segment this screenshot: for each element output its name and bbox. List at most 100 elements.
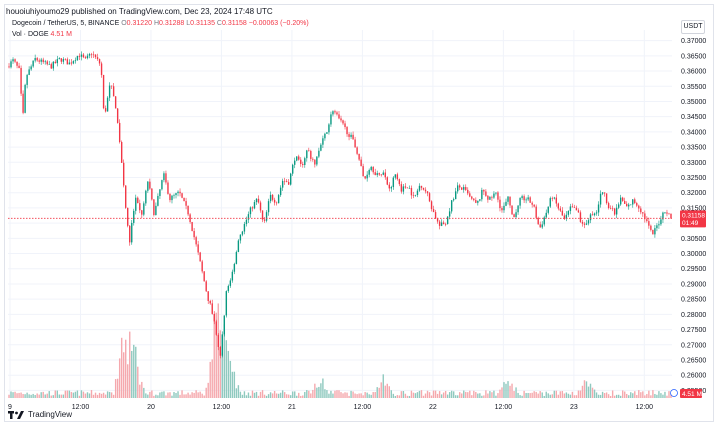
time-axis[interactable]: 9 12:00 20 12:00 21 12:00 22 12:00 23 12:00 — [8, 404, 653, 411]
volume-bar — [183, 394, 185, 398]
candle-body — [330, 114, 332, 125]
price-tick-label: 0.26500 — [681, 357, 706, 364]
footer: TradingView — [8, 410, 72, 419]
volume-bar — [463, 390, 465, 398]
candle-body — [571, 206, 574, 208]
volume-bar — [366, 392, 368, 398]
candle-body — [416, 190, 419, 196]
currency-badge[interactable]: USDT — [681, 20, 705, 34]
candle-body — [255, 198, 258, 203]
candle-body — [36, 58, 38, 61]
candle-body — [593, 213, 596, 216]
volume-bar — [243, 391, 246, 398]
candle-body — [169, 193, 171, 201]
candle-body — [454, 191, 457, 200]
volume-bar — [601, 391, 604, 398]
volume-bar — [630, 392, 632, 398]
candle-body — [424, 189, 427, 192]
volume-bar — [161, 391, 163, 398]
candle-body — [205, 281, 207, 292]
candle-body — [632, 199, 634, 205]
candle-body — [279, 187, 282, 196]
candle-body — [465, 187, 467, 190]
time-tick-label: 12:00 — [354, 404, 372, 411]
volume-bar — [191, 392, 193, 398]
volume-bar — [326, 390, 328, 398]
symbol-legend[interactable]: Dogecoin / TetherUS, 5, BINANCE O0.31220… — [12, 20, 309, 27]
candle-body — [173, 195, 175, 196]
volume-bar — [314, 383, 316, 398]
volume-bar — [533, 391, 535, 398]
candle-body — [384, 172, 386, 178]
time-tick-label: 21 — [288, 404, 296, 411]
volume-bar — [275, 393, 278, 398]
candle-body — [275, 202, 278, 204]
candle-body — [561, 210, 564, 216]
volume-bar — [10, 391, 12, 398]
candle-body — [442, 222, 445, 225]
volume-bar — [340, 392, 342, 398]
candle-body — [314, 159, 316, 165]
volume-bar — [133, 344, 135, 398]
volume-bar — [434, 390, 437, 398]
candle-body — [209, 300, 211, 304]
candle-body — [469, 193, 471, 197]
candle-body — [495, 192, 497, 194]
candle-body — [402, 186, 405, 192]
time-tick-label: 20 — [147, 404, 155, 411]
volume-bar — [442, 392, 445, 398]
volume-bar — [118, 358, 121, 398]
volume-bar — [112, 394, 115, 398]
candle-body — [581, 221, 584, 224]
volume-bar — [471, 395, 473, 398]
candle-body — [22, 93, 24, 113]
candle-body — [135, 197, 137, 211]
candle-body — [368, 169, 370, 175]
candle-body — [32, 60, 34, 67]
volume-bar — [636, 394, 638, 398]
volume-bar — [78, 395, 81, 398]
volume-bar — [390, 390, 393, 398]
candle-body — [332, 111, 334, 115]
high-label: H — [153, 20, 159, 27]
candle-body — [481, 189, 483, 200]
volume-bar — [131, 350, 133, 398]
candle-body — [513, 214, 515, 218]
candle-body — [342, 120, 344, 124]
volume-bar — [328, 393, 330, 398]
candle-body — [479, 199, 481, 201]
price-tick-label: 0.27000 — [681, 342, 706, 349]
candle-body — [225, 291, 228, 316]
candle-body — [575, 207, 578, 211]
candle-body — [555, 197, 558, 204]
candle-body — [292, 164, 294, 174]
volume-bar — [420, 390, 423, 398]
candle-body — [131, 222, 133, 243]
volume-bar — [483, 395, 485, 398]
volume-bar — [481, 395, 483, 398]
volume-bar — [559, 391, 562, 398]
candle-body — [452, 199, 455, 201]
volume-bar — [531, 392, 533, 398]
candle-body — [20, 67, 22, 94]
candle-body — [664, 212, 666, 214]
volume-bar — [646, 394, 648, 398]
volume-bar — [167, 392, 169, 398]
candle-body — [261, 210, 264, 220]
candle-body — [634, 199, 636, 204]
candle-body — [54, 61, 56, 64]
volume-bar — [14, 391, 16, 398]
volume-bar — [615, 394, 618, 398]
candle-body — [477, 200, 479, 203]
volume-legend[interactable]: Vol · DOGE 4.51 M — [12, 31, 72, 38]
volume-bar — [153, 395, 155, 398]
candle-body — [559, 208, 562, 211]
candle-body — [306, 150, 308, 159]
price-tick-label: 0.29500 — [681, 266, 706, 273]
candle-body — [390, 187, 393, 189]
candle-body — [195, 237, 197, 245]
volume-bar — [626, 393, 628, 398]
candle-body — [40, 59, 42, 62]
